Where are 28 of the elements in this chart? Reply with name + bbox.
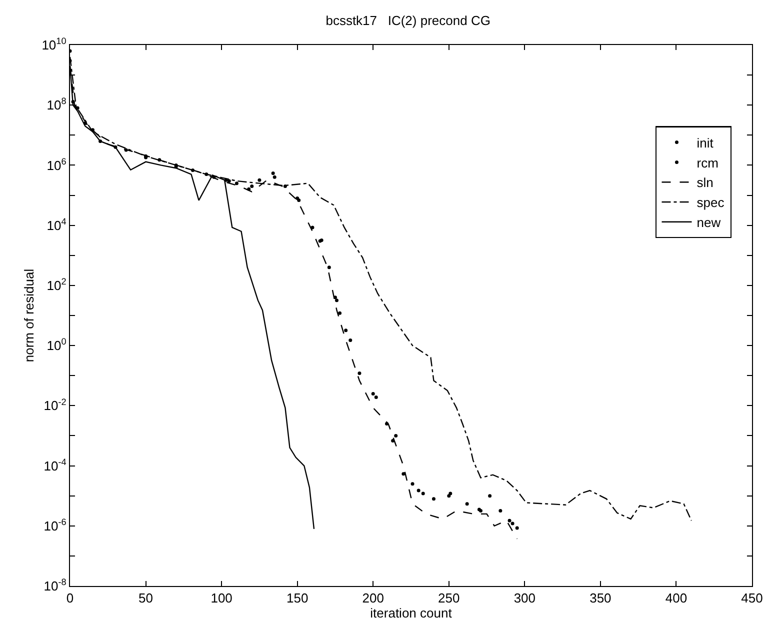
legend-label: spec [696,195,725,210]
x-tick-label: 200 [362,590,384,606]
x-tick-label: 350 [590,590,612,606]
legend-label: rcm [696,155,718,170]
x-tick-label: 450 [741,590,763,606]
x-tick-label: 50 [138,590,154,606]
legend-label: init [696,135,714,150]
x-tick-label: 400 [665,590,688,606]
x-tick-label: 150 [286,590,308,606]
y-tick-label: 10$^{6}$ [46,156,66,173]
y-tick-label: 10$^{-6}$ [44,516,66,534]
x-tick-label: 300 [514,590,536,606]
y-tick-label: 10$^{0}$ [46,336,66,354]
x-axis-title: iteration count [370,606,452,621]
x-tick-label: 0 [66,590,74,606]
y-tick-label: 10$^{-8}$ [44,577,66,594]
y-tick-label: 10$^{-2}$ [44,396,66,414]
y-axis-title: norm of residual [22,268,37,362]
y-tick-label: 10$^{4}$ [46,216,66,233]
x-tick-label: 250 [438,590,460,606]
y-tick-label: 10$^{8}$ [46,96,66,113]
y-tick-label: 10$^{2}$ [46,276,66,293]
legend-label: sln [696,175,714,190]
y-tick-label: 10$^{-4}$ [44,456,66,474]
x-tick-label: 100 [210,590,232,606]
legend-label: new [696,214,722,230]
y-tick-label: 10$^{10}$ [42,36,66,53]
chart-title: bcsstk17 IC(2) precond CG [326,12,490,28]
